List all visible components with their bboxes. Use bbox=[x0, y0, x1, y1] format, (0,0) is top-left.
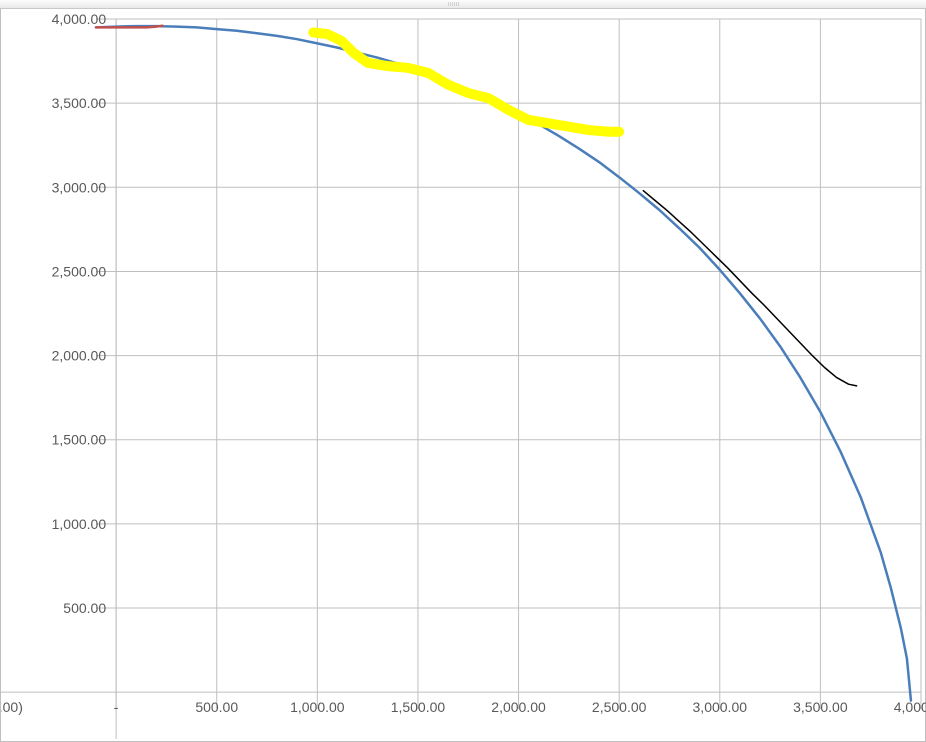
y-tick-label: 2,000.00 bbox=[52, 348, 107, 364]
chart-gridlines bbox=[1, 19, 921, 739]
x-tick-label: 500.00 bbox=[195, 699, 238, 715]
window-titlebar[interactable] bbox=[0, 0, 926, 9]
x-tick-label: 2,500.00 bbox=[592, 699, 647, 715]
window-drag-handle-icon bbox=[448, 2, 478, 6]
x-tick-label: 00.00) bbox=[1, 699, 23, 715]
y-tick-label: 4,000.00 bbox=[52, 11, 107, 27]
y-tick-label: 1,500.00 bbox=[52, 432, 107, 448]
x-tick-label: 2,000.00 bbox=[491, 699, 546, 715]
chart-axis-labels: 500.00 1,000.00 1,500.00 2,000.00 2,500.00 3,… bbox=[1, 11, 926, 715]
y-tick-label: 3,000.00 bbox=[52, 179, 107, 195]
chart-container: 500.00 1,000.00 1,500.00 2,000.00 2,500.00 3,… bbox=[0, 9, 926, 742]
y-tick-label: 500.00 bbox=[63, 600, 106, 616]
series-blue-arc bbox=[96, 26, 911, 701]
x-tick-label: 1,500.00 bbox=[391, 699, 446, 715]
series-black-segment bbox=[643, 191, 856, 386]
x-tick-label: 1,000.00 bbox=[290, 699, 345, 715]
series-yellow-band bbox=[313, 32, 619, 131]
x-tick-label: 4,000.00 bbox=[894, 699, 926, 715]
chart-svg: 500.00 1,000.00 1,500.00 2,000.00 2,500.00 3,… bbox=[1, 9, 926, 742]
y-tick-label: 3,500.00 bbox=[52, 95, 107, 111]
x-tick-label: - bbox=[114, 699, 119, 715]
x-tick-label: 3,000.00 bbox=[693, 699, 748, 715]
y-tick-label: 1,000.00 bbox=[52, 516, 107, 532]
chart-series bbox=[96, 26, 911, 701]
y-tick-label: 2,500.00 bbox=[52, 263, 107, 279]
x-tick-label: 3,500.00 bbox=[793, 699, 848, 715]
